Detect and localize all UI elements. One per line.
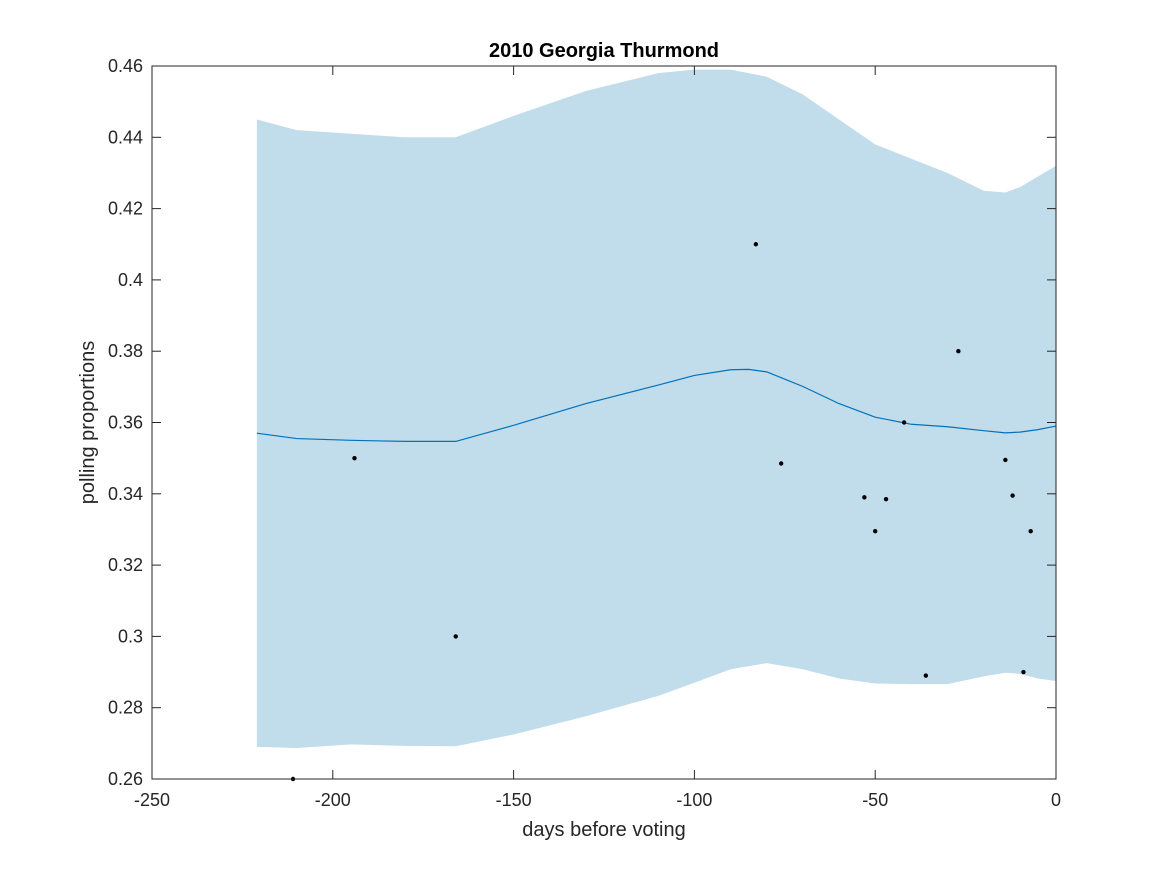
data-point [753, 242, 759, 247]
x-axis-title: days before voting [522, 819, 685, 841]
data-point [956, 349, 961, 354]
data-point [873, 529, 878, 534]
data-point [883, 496, 889, 502]
data-point [1003, 457, 1008, 463]
y-tick-label: 0.34 [108, 484, 143, 504]
y-tick-label: 0.28 [108, 698, 143, 718]
x-tick-label: -150 [496, 790, 532, 810]
x-tick-label: 0 [1051, 790, 1061, 810]
data-point [778, 461, 784, 466]
x-tick-label: -50 [862, 790, 888, 810]
mean-line [256, 368, 1057, 442]
data-point [352, 455, 357, 461]
x-tick-label: -250 [134, 790, 170, 810]
data-point [1010, 493, 1015, 498]
data-points-layer [290, 242, 1033, 782]
confidence-band [256, 69, 1056, 748]
data-point [1021, 669, 1026, 675]
data-point [901, 420, 907, 425]
data-point [862, 495, 867, 500]
y-tick-label: 0.38 [108, 341, 143, 361]
data-point [453, 634, 458, 639]
y-tick-label: 0.26 [108, 769, 143, 789]
ticks-layer: -250 -200 -150 -100 -50 0 0.26 0.28 0.3 0.32 0.34 0… [108, 56, 1061, 810]
y-tick-label: 0.42 [108, 199, 143, 219]
y-tick-label: 0.46 [108, 56, 143, 76]
confidence-band-layer [256, 69, 1056, 748]
y-tick-label: 0.44 [108, 127, 143, 147]
x-tick-label: -200 [315, 790, 351, 810]
mean-line-layer [256, 368, 1057, 442]
data-point [1028, 529, 1033, 534]
data-point [923, 673, 929, 678]
y-tick-label: 0.3 [118, 626, 143, 646]
y-axis-title: polling proportions [77, 341, 99, 504]
y-tick-label: 0.36 [108, 413, 143, 433]
y-tick-label: 0.4 [118, 270, 143, 290]
x-tick-label: -100 [676, 790, 712, 810]
chart-title: 2010 Georgia Thurmond [489, 40, 719, 62]
y-tick-label: 0.32 [108, 555, 143, 575]
